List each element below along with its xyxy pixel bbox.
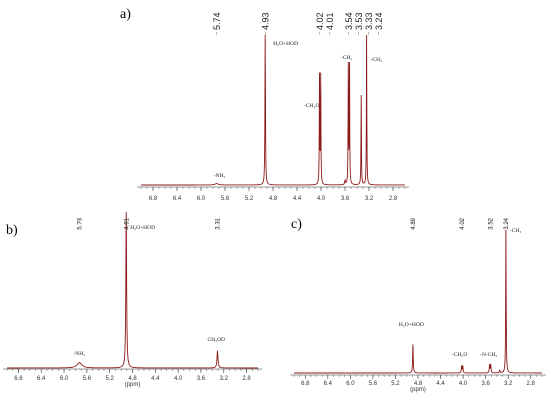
nmr-panel-1: a) 6.8 6.4 6.0 5.6 5.2 4.8 4.4 4.0 3.6 3.2 2.8 5.74 4…: [120, 7, 409, 202]
x-tick-label: 6.0: [60, 376, 69, 382]
peak-annotation: H₂O+HOD: [130, 225, 155, 231]
x-tick-label: 4.0: [317, 196, 326, 202]
x-tick-label: 4.4: [151, 376, 160, 382]
peak-annotation: CH₃OD: [207, 337, 225, 343]
x-tick-label: 6.0: [346, 381, 355, 387]
panel-label: b): [6, 223, 18, 238]
panel-label: c): [291, 217, 302, 232]
spectrum-line: [7, 211, 258, 369]
x-tick-label: 5.2: [391, 381, 400, 387]
peak-shift-label: 3.54: [344, 12, 354, 30]
peak-annotation: -CH₂O: [304, 103, 319, 109]
x-tick-label: 4.8: [414, 381, 423, 387]
x-tick-label: 3.2: [220, 376, 229, 382]
x-tick-label: 6.4: [37, 376, 46, 382]
x-tick-label: 5.6: [83, 376, 92, 382]
peak-annotation: -NH₂: [73, 351, 85, 357]
peak-shift-label: 4.89: [411, 217, 417, 229]
peak-annotation: -CH₃: [371, 57, 382, 63]
peak-annotation: -N-CH₂: [480, 352, 497, 358]
x-tick-label: 2.8: [527, 381, 536, 387]
x-tick-label: 3.6: [341, 196, 350, 202]
peak-annotation: H₂O+HOD: [399, 322, 424, 328]
x-tick-label: 5.6: [221, 196, 230, 202]
x-tick-label: 4.4: [293, 196, 302, 202]
peak-shift-label: 3.33: [364, 12, 374, 30]
peak-shift-label: 4.93: [260, 12, 270, 30]
x-axis-label: (ppm): [125, 382, 141, 388]
peak-shift-label: 4.02: [315, 12, 325, 30]
x-tick-label: 6.8: [149, 196, 158, 202]
peak-annotation: -NH₂: [214, 173, 226, 179]
x-tick-label: 5.2: [245, 196, 254, 202]
x-tick-label: 4.0: [174, 376, 183, 382]
x-tick-label: 6.8: [301, 381, 310, 387]
x-axis-label: (ppm): [410, 387, 426, 393]
peak-annotation: -CH₂: [341, 55, 352, 61]
x-tick-label: 5.2: [106, 376, 115, 382]
x-tick-label: 6.0: [197, 196, 206, 202]
peak-shift-label: 3.53: [354, 12, 364, 30]
peak-shift-label: 5.74: [212, 12, 222, 30]
peak-shift-label: 3.31: [216, 217, 222, 229]
nmr-panel-3: c) 6.8 6.4 6.0 5.6 5.2 4.8 4.4 4.0 3.6 3.2 2.8 (ppm)…: [290, 217, 546, 393]
peak-shift-label: 3.24: [374, 12, 384, 30]
peak-annotation: -CH₃: [510, 228, 521, 234]
x-tick-label: 4.8: [128, 376, 137, 382]
peak-shift-label: 5.73: [78, 217, 84, 229]
peak-shift-label: 3.52: [488, 217, 494, 229]
nmr-panel-2: b) 6.8 6.4 6.0 5.6 5.2 4.8 4.4 4.0 3.6 3.2 2.8 (ppm)…: [3, 211, 262, 388]
x-tick-label: 4.8: [269, 196, 278, 202]
panel-label: a): [120, 7, 131, 22]
x-tick-label: 2.8: [389, 196, 398, 202]
peak-annotation: H₂O+HOD: [273, 41, 298, 47]
x-tick-label: 3.6: [481, 381, 490, 387]
x-tick-label: 4.4: [436, 381, 445, 387]
x-tick-label: 3.2: [365, 196, 374, 202]
x-tick-label: 6.4: [324, 381, 333, 387]
peak-shift-label: 4.91: [124, 217, 130, 229]
x-tick-label: 5.6: [369, 381, 378, 387]
x-tick-label: 2.8: [242, 376, 251, 382]
x-tick-label: 6.8: [14, 376, 23, 382]
x-tick-label: 3.6: [197, 376, 206, 382]
x-tick-label: 3.2: [504, 381, 513, 387]
peak-annotation: -CH₂O: [452, 352, 467, 358]
peak-shift-label: 3.24: [504, 217, 510, 229]
spectrum-line: [141, 34, 405, 186]
spectrum-line: [294, 229, 542, 374]
x-tick-label: 4.0: [459, 381, 468, 387]
peak-shift-label: 4.02: [460, 217, 466, 229]
peak-shift-label: 4.01: [325, 12, 335, 30]
x-tick-label: 6.4: [173, 196, 182, 202]
